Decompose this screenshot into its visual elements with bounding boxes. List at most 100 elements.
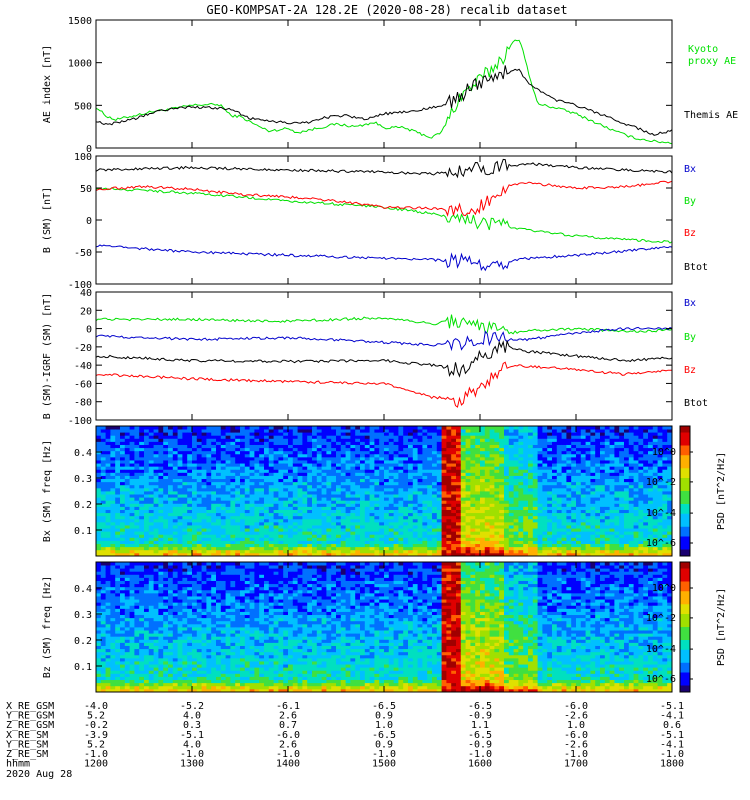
spectrogram-cell bbox=[340, 438, 346, 442]
spectrogram-cell bbox=[124, 456, 130, 461]
spectrogram-cell bbox=[456, 540, 462, 545]
spectrogram-cell bbox=[499, 531, 505, 535]
spectrogram-cell bbox=[619, 469, 625, 473]
spectrogram-cell bbox=[470, 441, 476, 445]
spectrogram-cell bbox=[230, 509, 236, 514]
spectrogram-cell bbox=[624, 534, 630, 538]
spectrogram-cell bbox=[614, 472, 620, 476]
spectrogram-cell bbox=[259, 540, 265, 545]
spectrogram-cell bbox=[360, 549, 366, 554]
spectrogram-cell bbox=[648, 543, 654, 548]
spectrogram-cell bbox=[446, 543, 452, 548]
spectrogram-cell bbox=[384, 475, 390, 480]
spectrogram-cell bbox=[96, 497, 102, 501]
spectrogram-cell bbox=[206, 509, 212, 514]
spectrogram-cell bbox=[139, 429, 145, 433]
spectrogram-cell bbox=[388, 509, 394, 514]
spectrogram-cell bbox=[628, 506, 634, 510]
spectrogram-cell bbox=[614, 475, 620, 480]
spectrogram-cell bbox=[297, 521, 303, 526]
spectrogram-cell bbox=[355, 531, 361, 535]
spectrogram-cell bbox=[408, 456, 414, 461]
spectrogram-cell bbox=[360, 528, 366, 532]
spectrogram-cell bbox=[398, 463, 404, 467]
spectrogram-cell bbox=[364, 540, 370, 545]
spectrogram-cell bbox=[292, 491, 298, 495]
y-tick-label: 1500 bbox=[68, 16, 92, 27]
spectrogram-cell bbox=[105, 503, 111, 507]
spectrogram-cell bbox=[556, 447, 562, 452]
spectrogram-cell bbox=[172, 475, 178, 480]
spectrogram-cell bbox=[475, 435, 481, 439]
spectrogram-cell bbox=[475, 453, 481, 458]
spectrogram-cell bbox=[556, 472, 562, 476]
spectrogram-cell bbox=[576, 463, 582, 467]
spectrogram-cell bbox=[465, 521, 471, 526]
spectrogram-cell bbox=[494, 531, 500, 535]
spectrogram-cell bbox=[590, 481, 596, 486]
spectrogram-cell bbox=[393, 503, 399, 507]
spectrogram-cell bbox=[561, 475, 567, 480]
spectrogram-cell bbox=[153, 540, 159, 545]
spectrogram-cell bbox=[307, 546, 313, 551]
spectrogram-cell bbox=[523, 494, 529, 498]
spectrogram-cell bbox=[561, 487, 567, 492]
spectrogram-cell bbox=[460, 540, 466, 545]
spectrogram-cell bbox=[192, 509, 198, 514]
spectrogram-cell bbox=[633, 525, 639, 529]
spectrogram-cell bbox=[523, 497, 529, 501]
spectrogram-cell bbox=[604, 528, 610, 532]
spectrogram-cell bbox=[158, 463, 164, 467]
spectrogram-cell bbox=[532, 531, 538, 535]
spectrogram-cell bbox=[316, 447, 322, 452]
spectrogram-cell bbox=[648, 509, 654, 514]
spectrogram-cell bbox=[115, 506, 121, 510]
spectrogram-cell bbox=[552, 531, 558, 535]
spectrogram-cell bbox=[556, 549, 562, 554]
spectrogram-cell bbox=[499, 447, 505, 452]
spectrogram-cell bbox=[504, 494, 510, 498]
spectrogram-cell bbox=[139, 435, 145, 439]
spectrogram-cell bbox=[273, 531, 279, 535]
spectrogram-cell bbox=[360, 484, 366, 489]
spectrogram-cell bbox=[292, 478, 298, 483]
spectrogram-cell bbox=[580, 429, 586, 433]
spectrogram-cell bbox=[614, 481, 620, 486]
spectrogram-cell bbox=[355, 518, 361, 523]
spectrogram-cell bbox=[264, 503, 270, 507]
spectrogram-cell bbox=[321, 469, 327, 473]
spectrogram-cell bbox=[192, 469, 198, 473]
spectrogram-cell bbox=[465, 487, 471, 492]
spectrogram-cell bbox=[585, 531, 591, 535]
spectrogram-cell bbox=[187, 518, 193, 523]
spectrogram-cell bbox=[336, 506, 342, 510]
spectrogram-cell bbox=[240, 447, 246, 452]
spectrogram-cell bbox=[566, 534, 572, 538]
spectrogram-cell bbox=[508, 453, 514, 458]
spectrogram-cell bbox=[451, 450, 457, 455]
spectrogram-cell bbox=[532, 497, 538, 501]
spectrogram-cell bbox=[292, 549, 298, 554]
spectrogram-cell bbox=[628, 432, 634, 436]
spectrogram-cell bbox=[609, 515, 615, 520]
spectrogram-cell bbox=[561, 481, 567, 486]
spectrogram-cell bbox=[134, 484, 140, 489]
spectrogram-cell bbox=[475, 512, 481, 517]
spectrogram-cell bbox=[624, 484, 630, 489]
spectrogram-cell bbox=[633, 429, 639, 433]
spectrogram-cell bbox=[148, 512, 154, 517]
spectrogram-cell bbox=[379, 478, 385, 483]
spectrogram-cell bbox=[326, 472, 332, 476]
spectrogram-cell bbox=[288, 497, 294, 501]
spectrogram-cell bbox=[643, 450, 649, 455]
spectrogram-cell bbox=[403, 546, 409, 551]
spectrogram-cell bbox=[196, 438, 202, 442]
spectrogram-cell bbox=[580, 506, 586, 510]
spectrogram-cell bbox=[528, 500, 534, 504]
spectrogram-cell bbox=[177, 435, 183, 439]
spectrogram-cell bbox=[110, 478, 116, 483]
spectrogram-cell bbox=[456, 472, 462, 476]
spectrogram-cell bbox=[537, 497, 543, 501]
spectrogram-cell bbox=[576, 426, 582, 430]
spectrogram-cell bbox=[379, 429, 385, 433]
